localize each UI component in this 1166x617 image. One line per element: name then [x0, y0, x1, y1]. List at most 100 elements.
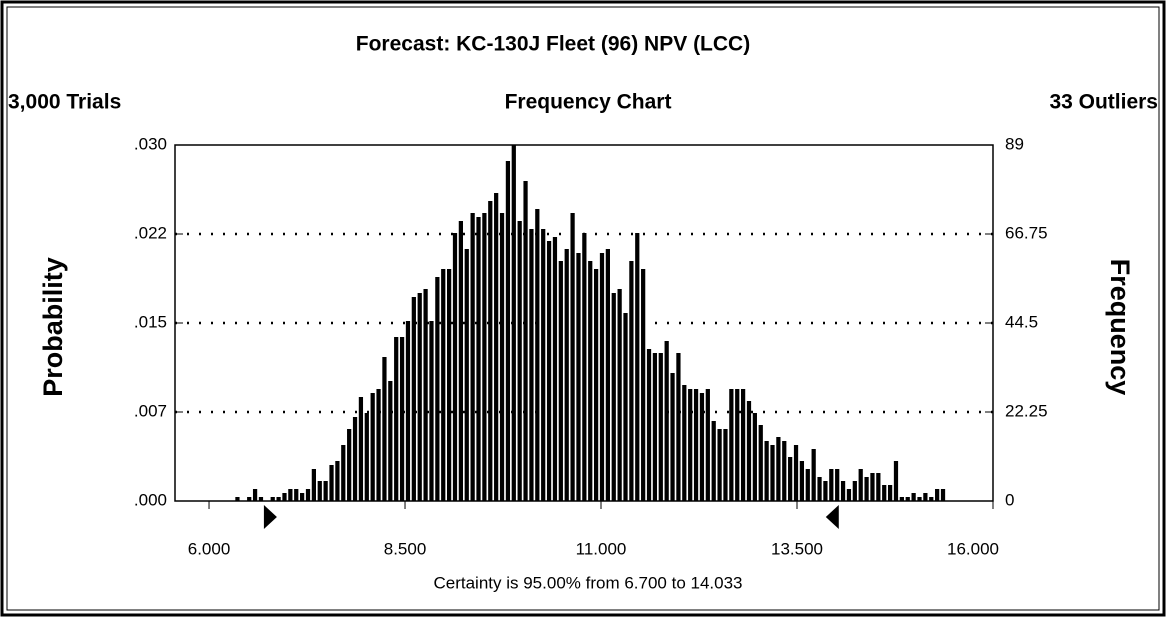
bar: [505, 161, 511, 501]
bar: [347, 429, 352, 501]
y-tick-label: .007: [134, 401, 167, 420]
bar: [929, 497, 934, 501]
bar: [746, 401, 752, 501]
bar: [282, 493, 287, 501]
bar: [417, 293, 422, 501]
bar: [635, 233, 640, 501]
bar: [676, 353, 681, 501]
bar: [605, 249, 610, 501]
bar: [923, 493, 928, 501]
bar: [752, 413, 757, 501]
bar: [699, 393, 705, 501]
bar: [394, 337, 399, 501]
bar: [940, 489, 946, 501]
bar: [546, 241, 552, 501]
bar: [429, 321, 434, 501]
x-tick-label: 6.000: [188, 539, 231, 558]
bar: [517, 221, 522, 501]
bar: [558, 261, 563, 501]
bar: [529, 229, 534, 501]
bar: [893, 461, 899, 501]
bar: [811, 449, 816, 501]
bar: [723, 429, 728, 501]
y-tick-label: .015: [134, 312, 167, 331]
bar: [611, 293, 616, 501]
bar: [294, 489, 299, 501]
bar: [852, 481, 857, 501]
bar: [464, 249, 469, 501]
bar: [793, 445, 799, 501]
bar: [593, 269, 599, 501]
bar: [388, 381, 393, 501]
bar: [664, 341, 669, 501]
x-tick-label: 8.500: [384, 539, 427, 558]
bar: [911, 493, 916, 501]
bar: [729, 389, 734, 501]
bar: [376, 389, 381, 501]
bar: [899, 497, 904, 501]
bar: [817, 477, 822, 501]
bar: [511, 145, 516, 501]
x-tick-label: 11.000: [576, 539, 627, 558]
bar: [905, 497, 910, 501]
bar: [358, 397, 364, 501]
bar: [305, 489, 311, 501]
bar: [364, 413, 369, 501]
bar: [499, 213, 505, 501]
bar: [740, 389, 746, 501]
bar: [482, 213, 487, 501]
bar: [705, 389, 710, 501]
bar: [799, 461, 805, 501]
bar: [764, 441, 769, 501]
bar: [658, 353, 663, 501]
bar: [599, 253, 605, 501]
bar: [288, 489, 293, 501]
bar: [300, 493, 305, 501]
bar: [352, 417, 358, 501]
certainty-marker: [263, 505, 277, 529]
bar: [382, 357, 387, 501]
bar: [782, 441, 787, 501]
bar: [541, 229, 546, 501]
bar: [564, 249, 569, 501]
y2-axis-label: Frequency: [1105, 259, 1135, 396]
bar: [805, 469, 810, 501]
bar: [535, 209, 540, 501]
x-tick-label: 13.500: [771, 539, 823, 558]
bar: [317, 481, 322, 501]
bar: [617, 289, 622, 501]
bar: [935, 489, 940, 501]
bar: [423, 289, 428, 501]
bar: [411, 297, 416, 501]
bar: [335, 461, 340, 501]
bar: [735, 389, 740, 501]
y-axis-label: Probability: [38, 257, 68, 397]
bar: [711, 421, 716, 501]
bar: [758, 425, 763, 501]
bar: [452, 233, 458, 501]
bar: [441, 269, 446, 501]
bar: [770, 445, 775, 501]
bar: [823, 481, 828, 501]
subtitle: Frequency Chart: [505, 91, 672, 114]
y2-tick-label: 89: [1005, 134, 1024, 153]
y-tick-label: .000: [134, 490, 167, 509]
outliers: 33 Outliers: [1049, 91, 1158, 114]
bar: [270, 497, 275, 501]
y-tick-label: .022: [134, 223, 167, 242]
bar: [629, 261, 634, 501]
bar: [399, 337, 405, 501]
bar: [623, 313, 628, 501]
bar: [570, 213, 575, 501]
x-tick-label: 16.000: [947, 539, 999, 558]
bar: [341, 445, 346, 501]
bar: [864, 477, 869, 501]
y2-tick-label: 0: [1005, 490, 1014, 509]
bar: [258, 497, 264, 501]
footer: Certainty is 95.00% from 6.700 to 14.033: [433, 573, 742, 592]
bar: [682, 385, 687, 501]
bar: [252, 489, 258, 501]
bar: [582, 233, 587, 501]
